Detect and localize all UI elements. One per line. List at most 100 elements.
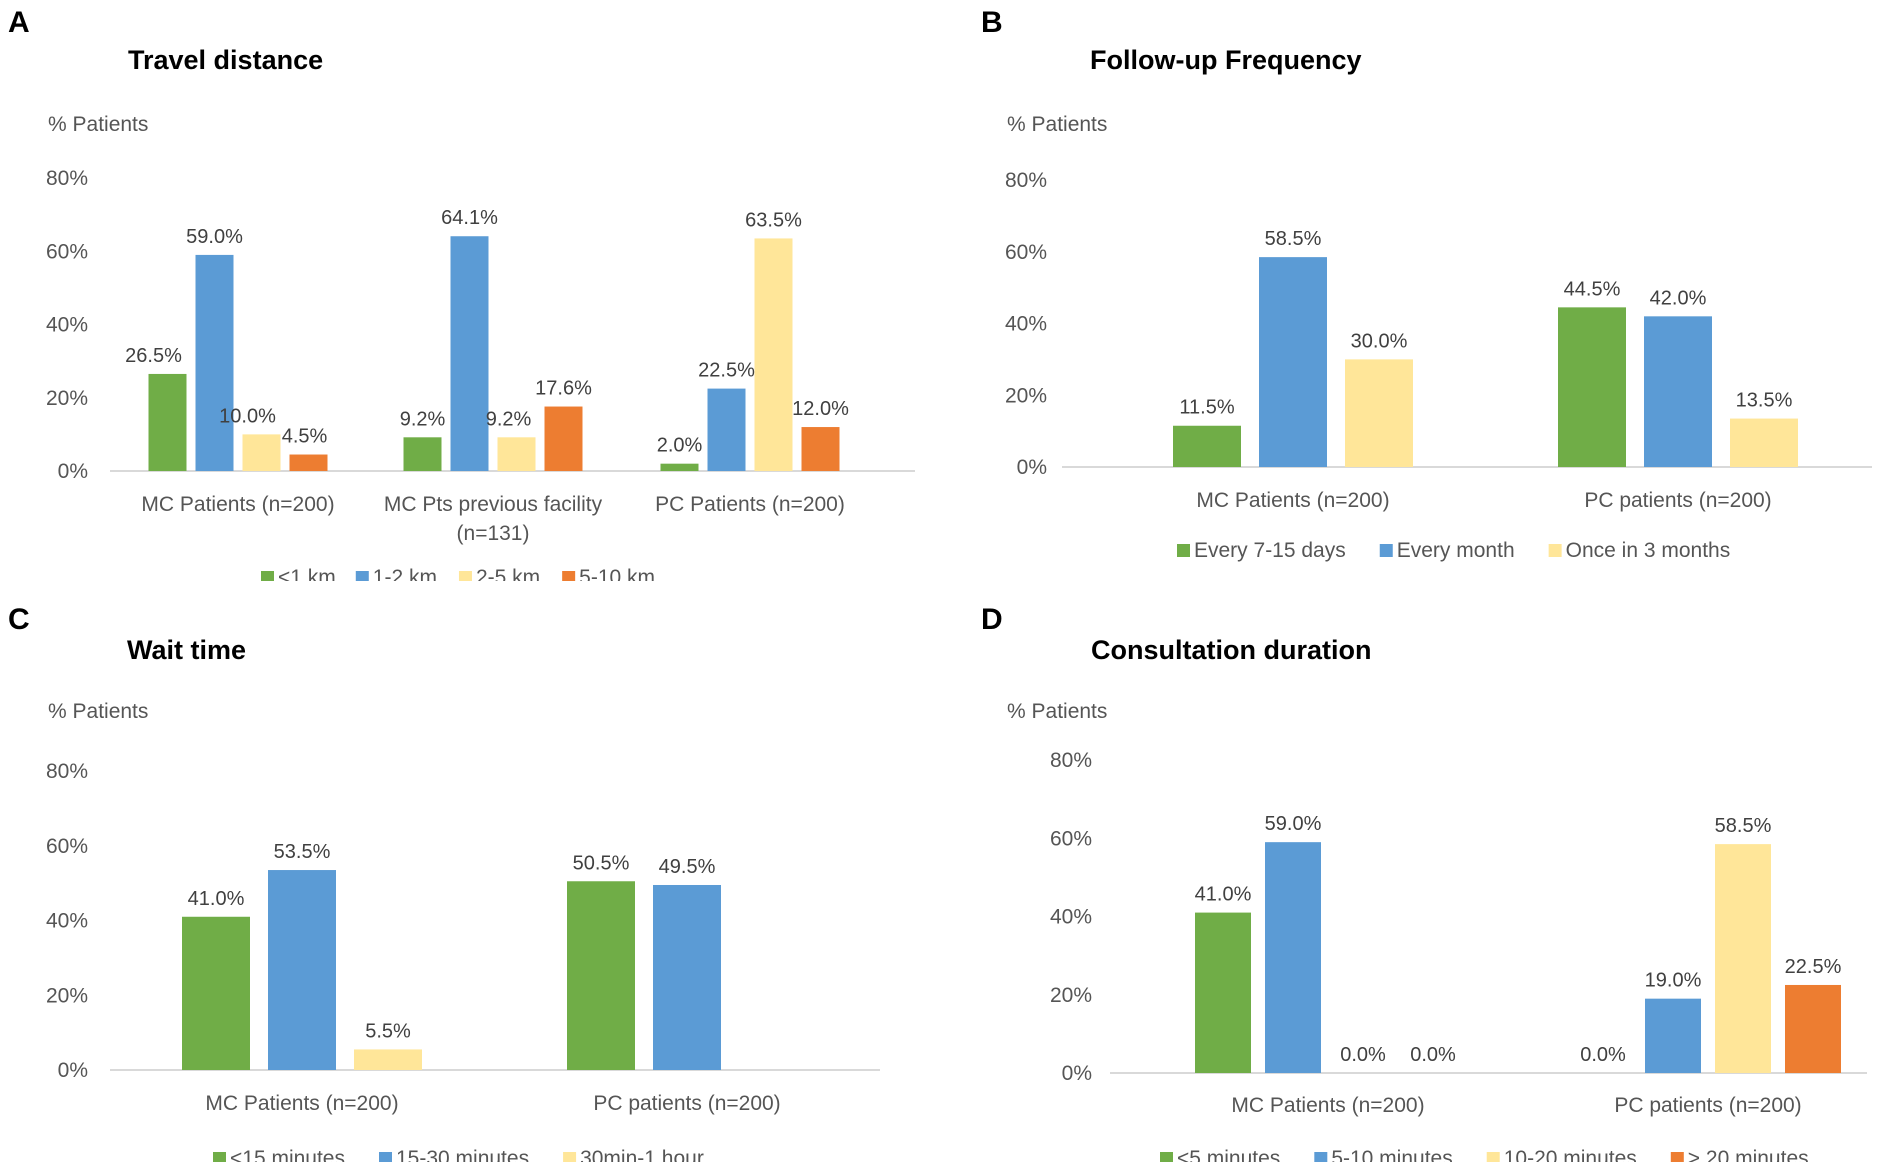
bar xyxy=(450,236,489,471)
data-label: 10.0% xyxy=(219,405,276,427)
data-label: 64.1% xyxy=(441,207,498,229)
data-label: 0.0% xyxy=(1410,1044,1456,1066)
bar xyxy=(1259,257,1327,467)
bar xyxy=(182,916,250,1070)
y-tick-label: 20% xyxy=(46,984,88,1007)
bar xyxy=(268,870,336,1070)
chart-travel-distance: A Travel distance % Patients 0% 20% 40% 60%… xyxy=(8,6,915,581)
data-label: 5.5% xyxy=(365,1020,411,1042)
y-axis-label: % Patients xyxy=(1007,700,1107,723)
y-tick-label: 60% xyxy=(46,835,88,858)
legend-swatch xyxy=(355,571,369,581)
panel-wait-time: C Wait time % Patients 0% 20% 40% 60% 80% 41… xyxy=(0,581,952,1162)
bar xyxy=(1345,359,1413,467)
bar xyxy=(354,1049,422,1070)
y-tick-label: 40% xyxy=(46,314,88,337)
legend-swatch xyxy=(379,1152,392,1162)
data-label: 58.5% xyxy=(1715,815,1772,837)
y-tick-label: 0% xyxy=(1017,456,1047,479)
data-label: 42.0% xyxy=(1650,287,1707,309)
data-label: 12.0% xyxy=(792,398,849,420)
y-tick-label: 80% xyxy=(46,167,88,190)
legend-label: <1 km xyxy=(278,566,336,581)
legend-swatch xyxy=(458,571,472,581)
y-tick-label: 20% xyxy=(1050,984,1092,1007)
legend-label: Every 7-15 days xyxy=(1194,539,1346,562)
data-label: 0.0% xyxy=(1340,1044,1386,1066)
y-tick-label: 80% xyxy=(1005,169,1047,192)
category-label: PC patients (n=200) xyxy=(593,1092,780,1115)
legend-label: 5-10 minutes xyxy=(1331,1147,1452,1162)
y-tick-label: 80% xyxy=(46,760,88,783)
category-label: PC patients (n=200) xyxy=(1614,1094,1801,1117)
category-label: PC patients (n=200) xyxy=(1584,489,1771,512)
bar xyxy=(1644,316,1712,467)
panel-letter: C xyxy=(8,603,30,636)
legend-swatch xyxy=(1177,544,1190,557)
category-label: MC Patients (n=200) xyxy=(1196,489,1389,512)
chart-title: Wait time xyxy=(127,635,246,665)
data-label: 11.5% xyxy=(1179,397,1234,419)
data-label: 30.0% xyxy=(1351,330,1408,352)
y-tick-label: 80% xyxy=(1050,749,1092,772)
data-label: 9.2% xyxy=(486,408,532,430)
legend-label: <5 minutes xyxy=(1177,1147,1280,1162)
y-tick-label: 60% xyxy=(1005,241,1047,264)
legend-label: 15-30 minutes xyxy=(396,1147,529,1162)
y-axis-label: % Patients xyxy=(1007,113,1107,136)
bar xyxy=(148,373,187,471)
category-label: PC Patients (n=200) xyxy=(655,493,845,516)
legend-label: Once in 3 months xyxy=(1566,539,1731,562)
legend-swatch xyxy=(1160,1152,1173,1162)
data-label: 22.5% xyxy=(1785,956,1842,978)
data-label: 59.0% xyxy=(186,226,243,248)
data-label: 63.5% xyxy=(745,209,802,231)
legend-swatch xyxy=(1314,1152,1328,1162)
data-label: 49.5% xyxy=(659,856,716,878)
category-label: MC Pts previous facility xyxy=(384,493,603,516)
data-label: 19.0% xyxy=(1645,970,1702,992)
data-label: 44.5% xyxy=(1564,278,1621,300)
legend-swatch xyxy=(1486,1152,1500,1162)
panel-letter: B xyxy=(981,6,1003,39)
bar xyxy=(707,388,746,471)
bar xyxy=(1195,912,1251,1073)
data-label: 41.0% xyxy=(188,888,245,910)
y-tick-label: 0% xyxy=(58,460,88,483)
data-label: 13.5% xyxy=(1736,390,1793,412)
category-label: MC Patients (n=200) xyxy=(1231,1094,1424,1117)
bar xyxy=(1730,418,1798,467)
y-tick-label: 60% xyxy=(1050,827,1092,850)
legend-swatch xyxy=(213,1152,226,1162)
bar xyxy=(660,463,699,471)
y-axis-label: % Patients xyxy=(48,113,148,136)
bar xyxy=(403,437,442,471)
bar xyxy=(801,427,840,471)
data-label: 4.5% xyxy=(282,426,328,448)
data-label: 53.5% xyxy=(274,841,331,863)
legend-swatch xyxy=(1548,544,1562,557)
bar xyxy=(195,254,234,471)
legend-label: Every month xyxy=(1397,539,1515,562)
data-label: 26.5% xyxy=(125,345,182,367)
bar xyxy=(567,881,635,1070)
y-tick-label: 60% xyxy=(46,240,88,263)
panel-consultation-duration: D Consultation duration % Patients 0% 20%… xyxy=(952,581,1904,1162)
panel-letter: A xyxy=(8,6,30,39)
y-tick-label: 40% xyxy=(1050,906,1092,929)
y-axis-label: % Patients xyxy=(48,700,148,723)
bar xyxy=(1173,425,1241,467)
chart-title: Travel distance xyxy=(128,45,323,75)
legend-label: <15 minutes xyxy=(230,1147,345,1162)
bar xyxy=(497,437,536,471)
data-label: 17.6% xyxy=(535,378,592,400)
panel-travel-distance: A Travel distance % Patients 0% 20% 40% 60%… xyxy=(0,0,952,581)
chart-title: Consultation duration xyxy=(1091,635,1371,665)
legend-swatch xyxy=(1379,544,1393,557)
bar xyxy=(544,406,583,471)
y-tick-label: 40% xyxy=(1005,313,1047,336)
bar xyxy=(1785,984,1841,1073)
category-label: MC Patients (n=200) xyxy=(205,1092,398,1115)
category-label: MC Patients (n=200) xyxy=(141,493,334,516)
legend-label: 2-5 km xyxy=(476,566,540,581)
